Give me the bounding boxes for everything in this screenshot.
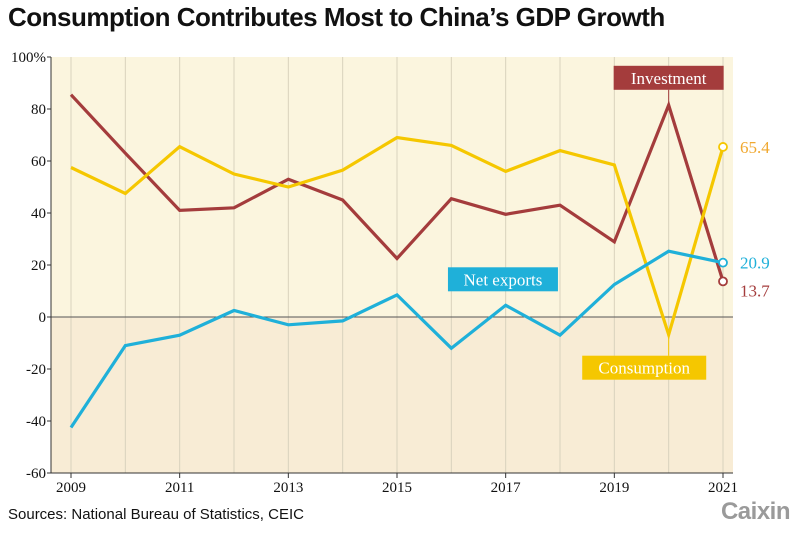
x-tick-label: 2009 <box>56 480 86 496</box>
investment-end-value: 13.7 <box>740 281 770 300</box>
x-tick-label: 2011 <box>165 480 194 496</box>
y-tick-label: -40 <box>26 414 46 430</box>
source-note: Sources: National Bureau of Statistics, … <box>8 506 304 523</box>
investment-label: Investment <box>631 69 707 88</box>
plot-area-positive <box>51 57 733 317</box>
y-tick-label: 0 <box>39 310 47 326</box>
x-tick-label: 2019 <box>599 480 629 496</box>
net_exports-end-value: 20.9 <box>740 254 770 273</box>
caixin-logo: Caixin <box>720 498 791 525</box>
series-lines <box>69 93 725 429</box>
consumption-end-value: 65.4 <box>740 138 770 157</box>
y-tick-label: 40 <box>31 206 46 222</box>
consumption-label: Consumption <box>598 359 690 378</box>
net_exports-line <box>69 249 724 429</box>
x-tick-label: 2017 <box>491 480 522 496</box>
investment-line <box>69 93 725 282</box>
y-tick-label: 20 <box>31 258 46 274</box>
y-tick-label: -60 <box>26 466 46 482</box>
y-tick-label: 60 <box>31 154 46 170</box>
plot-area-negative <box>51 317 733 473</box>
gridlines <box>70 57 724 473</box>
net-exports-label: Net exports <box>464 270 543 289</box>
x-tick-label: 2015 <box>382 480 412 496</box>
series-labels: 13.7 65.4 20.9 Investment Consumption Net exp… <box>447 65 770 380</box>
y-tick-label: -20 <box>26 362 46 378</box>
net_exports-end-marker <box>718 257 728 268</box>
y-tick-label: 100% <box>11 50 46 66</box>
consumption-line <box>70 135 725 341</box>
investment-end-marker <box>718 276 728 287</box>
consumption-end-marker <box>718 142 728 152</box>
net-exports-label-box <box>447 267 558 292</box>
x-tick-label: 2021 <box>708 480 738 496</box>
plot-background <box>51 57 733 473</box>
axes: 100% 80 60 40 20 0 -20 -40 -60 2009 2011 2013 2015 20… <box>11 50 738 496</box>
consumption-label-box <box>582 355 707 380</box>
x-tick-label: 2013 <box>273 480 303 496</box>
investment-label-box <box>613 65 724 90</box>
chart-title: Consumption Contributes Most to China’s … <box>8 2 665 32</box>
y-tick-label: 80 <box>31 102 46 118</box>
